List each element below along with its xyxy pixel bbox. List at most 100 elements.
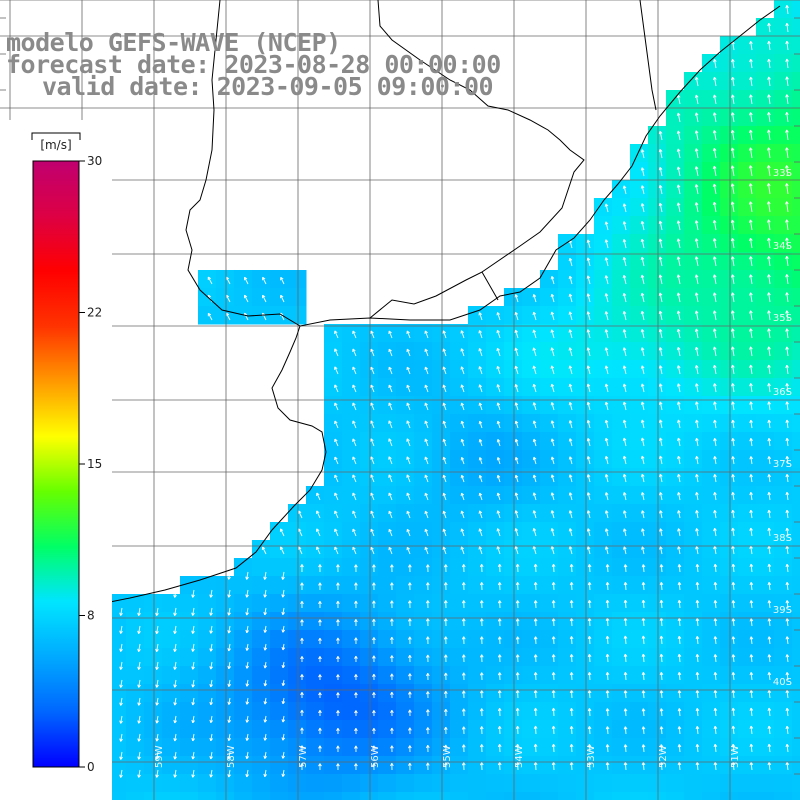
wind-arrow [514, 528, 519, 537]
wind-cell [648, 342, 667, 361]
wind-cell [198, 756, 217, 775]
wind-cell [468, 720, 487, 739]
wind-arrow [641, 528, 645, 537]
wind-arrow [425, 636, 430, 645]
wind-cell [504, 288, 523, 307]
wind-cell [360, 486, 379, 505]
wind-cell [594, 630, 613, 649]
wind-arrow [551, 636, 556, 645]
wind-arrow [586, 456, 591, 465]
wind-arrow [695, 401, 699, 411]
wind-cell [594, 306, 613, 325]
wind-arrow [695, 528, 699, 537]
wind-arrow [694, 76, 699, 87]
wind-cell [540, 612, 559, 631]
wind-cell [414, 648, 433, 667]
wind-cell [450, 324, 469, 343]
wind-arrow [748, 237, 753, 249]
wind-cell [594, 504, 613, 523]
wind-arrow [173, 697, 177, 706]
wind-arrow [119, 751, 123, 760]
wind-cell [666, 576, 685, 595]
wind-arrow [443, 708, 448, 717]
wind-cell [666, 234, 685, 253]
wind-arrow [173, 769, 177, 778]
wind-arrow [767, 237, 771, 249]
wind-arrow [300, 600, 304, 609]
wind-cell [666, 774, 685, 793]
wind-cell [576, 450, 595, 469]
wind-arrow [424, 474, 429, 483]
wind-cell [666, 360, 685, 379]
wind-cell [630, 270, 649, 289]
wind-cell [486, 684, 505, 703]
wind-cell [648, 180, 667, 199]
wind-arrow [550, 474, 555, 483]
wind-arrow [659, 582, 664, 591]
wind-cell [684, 522, 703, 541]
wind-cell [702, 306, 721, 325]
wind-arrow [569, 636, 574, 645]
wind-arrow [515, 762, 520, 771]
wind-cell [702, 756, 721, 775]
wind-arrow [550, 311, 555, 321]
wind-cell [468, 468, 487, 487]
wind-cell [594, 270, 613, 289]
wind-cell [738, 414, 757, 433]
wind-arrow [370, 474, 375, 483]
wind-arrow [659, 653, 664, 663]
wind-arrow [191, 715, 195, 724]
wind-cell [288, 576, 307, 595]
wind-arrow [676, 220, 681, 231]
wind-arrow [207, 312, 213, 321]
wind-arrow [694, 166, 699, 177]
wind-arrow [659, 546, 663, 555]
wind-arrow [569, 762, 574, 771]
wind-arrow [731, 419, 735, 429]
wind-cell [630, 198, 649, 217]
wind-arrow [334, 528, 339, 537]
wind-arrow [586, 239, 591, 249]
wind-arrow [623, 708, 628, 717]
wind-arrow [731, 491, 735, 501]
wind-cell [612, 378, 631, 397]
wind-arrow [694, 148, 699, 159]
wind-arrow [336, 692, 340, 699]
wind-cell [234, 756, 253, 775]
wind-cell [702, 630, 721, 649]
wind-cell [648, 216, 667, 235]
wind-arrow [390, 600, 394, 609]
wind-cell [540, 306, 559, 325]
wind-cell [684, 756, 703, 775]
wind-cell [774, 504, 793, 523]
wind-cell [162, 684, 181, 703]
wind-arrow [569, 654, 574, 663]
wind-cell [594, 720, 613, 739]
wind-cell [756, 792, 775, 800]
wind-cell [594, 522, 613, 541]
wind-cell [450, 414, 469, 433]
wind-arrow [712, 183, 717, 195]
wind-cell [756, 684, 775, 703]
wind-arrow [424, 420, 429, 429]
wind-arrow [442, 384, 447, 393]
wind-cell [504, 702, 523, 721]
wind-cell [666, 378, 685, 397]
wind-cell [540, 324, 559, 343]
wind-arrow [119, 715, 123, 724]
wind-arrow [533, 636, 538, 645]
wind-cell [450, 576, 469, 595]
wind-cell [324, 396, 343, 415]
wind-arrow [766, 183, 771, 195]
wind-cell [756, 180, 775, 199]
wind-cell [288, 594, 307, 613]
wind-arrow [767, 94, 771, 105]
wind-cell [486, 792, 505, 800]
wind-cell [612, 450, 631, 469]
colorbar-unit-bracket [31, 132, 81, 140]
wind-arrow [694, 184, 699, 195]
wind-arrow [622, 329, 627, 339]
wind-cell [648, 720, 667, 739]
wind-cell [720, 108, 739, 127]
wind-cell [774, 342, 793, 361]
